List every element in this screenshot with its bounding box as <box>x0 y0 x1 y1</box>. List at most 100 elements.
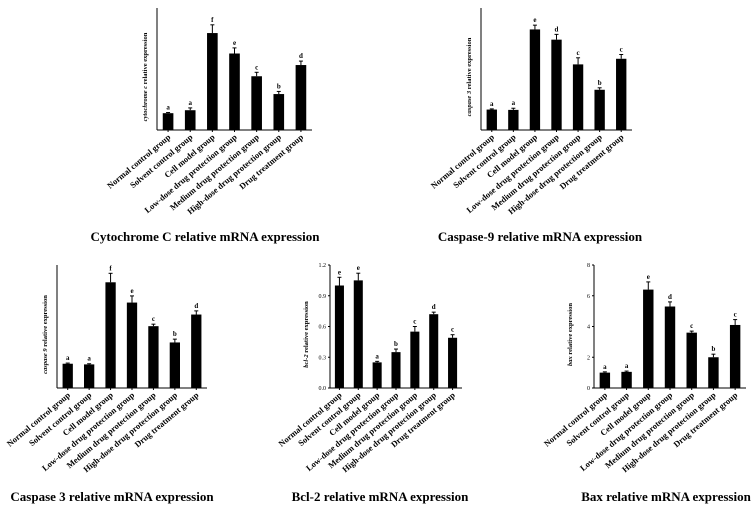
bar <box>162 113 174 130</box>
significance-label: b <box>173 330 177 338</box>
significance-label: c <box>620 45 623 53</box>
y-axis-label-text: relative expression <box>466 37 473 91</box>
significance-label: d <box>299 52 303 60</box>
chart-title: Caspase-9 relative mRNA expression <box>438 229 643 244</box>
significance-label: d <box>668 293 672 301</box>
bar <box>686 332 697 388</box>
y-axis-label-gene: bax <box>567 355 574 366</box>
chart-title: Bcl-2 relative mRNA expression <box>292 489 470 504</box>
bar <box>508 109 519 130</box>
significance-label: a <box>512 99 516 107</box>
y-axis-label-gene: caspase 3 <box>466 90 473 116</box>
significance-label: d <box>194 302 198 310</box>
bar <box>148 326 159 388</box>
chart-panel: 0.0 0.3 0.6 0.9 1.2 bcl-2 relative expression… <box>276 263 469 504</box>
significance-label: d <box>432 303 436 311</box>
significance-label: a <box>87 355 91 363</box>
y-tick-label: 2 <box>587 355 590 361</box>
significance-label: c <box>255 63 258 71</box>
significance-label: b <box>598 79 602 87</box>
significance-label: a <box>490 100 494 108</box>
bar <box>410 331 420 388</box>
bar <box>551 39 562 130</box>
significance-label: f <box>109 264 112 272</box>
y-tick-label: 0 <box>587 386 590 392</box>
significance-label: b <box>711 345 715 353</box>
significance-label: c <box>152 315 155 323</box>
bar <box>295 65 307 130</box>
significance-label: c <box>413 318 416 326</box>
y-axis-label-gene: cytochrome c <box>142 86 149 122</box>
y-axis-label: caspase 3 relative expression <box>466 37 473 116</box>
bar <box>353 280 363 388</box>
significance-label: a <box>188 99 192 107</box>
bar <box>599 372 611 388</box>
significance-label: b <box>277 82 281 90</box>
significance-label: c <box>734 311 737 319</box>
bar <box>572 64 584 130</box>
significance-label: d <box>555 25 559 33</box>
chart-title: Bax relative mRNA expression <box>581 489 751 504</box>
bar <box>372 362 382 388</box>
y-axis-label-text: relative expression <box>142 32 149 86</box>
bar <box>643 289 654 388</box>
y-tick-label: 6 <box>587 294 590 300</box>
significance-label: e <box>647 273 650 281</box>
y-axis-label-text: relative expression <box>42 295 49 349</box>
bar <box>429 314 439 388</box>
significance-label: a <box>166 104 170 112</box>
bar <box>184 110 196 130</box>
bar <box>486 109 497 130</box>
y-tick-label: 8 <box>587 263 590 269</box>
significance-label: a <box>625 362 629 370</box>
bar <box>62 363 73 388</box>
y-tick-label: 1.2 <box>319 263 327 269</box>
significance-label: e <box>233 39 236 47</box>
bar <box>105 282 116 388</box>
chart-title: Caspase 3 relative mRNA expression <box>10 489 214 504</box>
y-axis-label-text: relative expression <box>567 303 574 357</box>
bar <box>251 76 262 130</box>
y-axis-label-gene: bcl-2 <box>303 354 310 368</box>
y-axis-label-gene: caspase 9 <box>42 348 49 374</box>
bar <box>273 94 285 130</box>
y-tick-label: 0.6 <box>319 325 327 331</box>
y-tick-label: 0.0 <box>319 386 327 392</box>
significance-label: e <box>130 287 133 295</box>
bar <box>529 29 541 130</box>
bar <box>708 357 719 388</box>
bar <box>191 314 202 388</box>
bar <box>391 352 401 388</box>
significance-label: a <box>375 352 379 360</box>
bar <box>207 33 218 130</box>
bar <box>616 58 627 130</box>
bar <box>621 371 632 388</box>
bar <box>594 89 605 130</box>
y-tick-label: 4 <box>587 325 590 331</box>
y-tick-label: 0.9 <box>319 294 327 300</box>
bar <box>448 337 458 388</box>
bar <box>664 306 676 388</box>
bar <box>229 53 240 130</box>
bar <box>169 342 180 388</box>
significance-label: a <box>66 354 70 362</box>
significance-label: a <box>603 363 607 371</box>
bar <box>729 324 741 388</box>
bar <box>334 285 344 388</box>
y-axis-label: caspase 9 relative expression <box>42 295 49 374</box>
bar <box>126 302 138 388</box>
y-tick-label: 0.3 <box>319 355 327 361</box>
significance-label: e <box>357 264 360 272</box>
bar <box>84 364 95 388</box>
significance-label: c <box>690 322 693 330</box>
significance-label: f <box>211 16 214 24</box>
significance-label: c <box>451 326 454 334</box>
y-axis-label-text: relative expression <box>303 301 310 355</box>
significance-label: c <box>577 49 580 57</box>
y-axis-label: bcl-2 relative expression <box>303 301 310 368</box>
significance-label: e <box>533 16 536 24</box>
y-axis-label: bax relative expression <box>567 303 574 366</box>
